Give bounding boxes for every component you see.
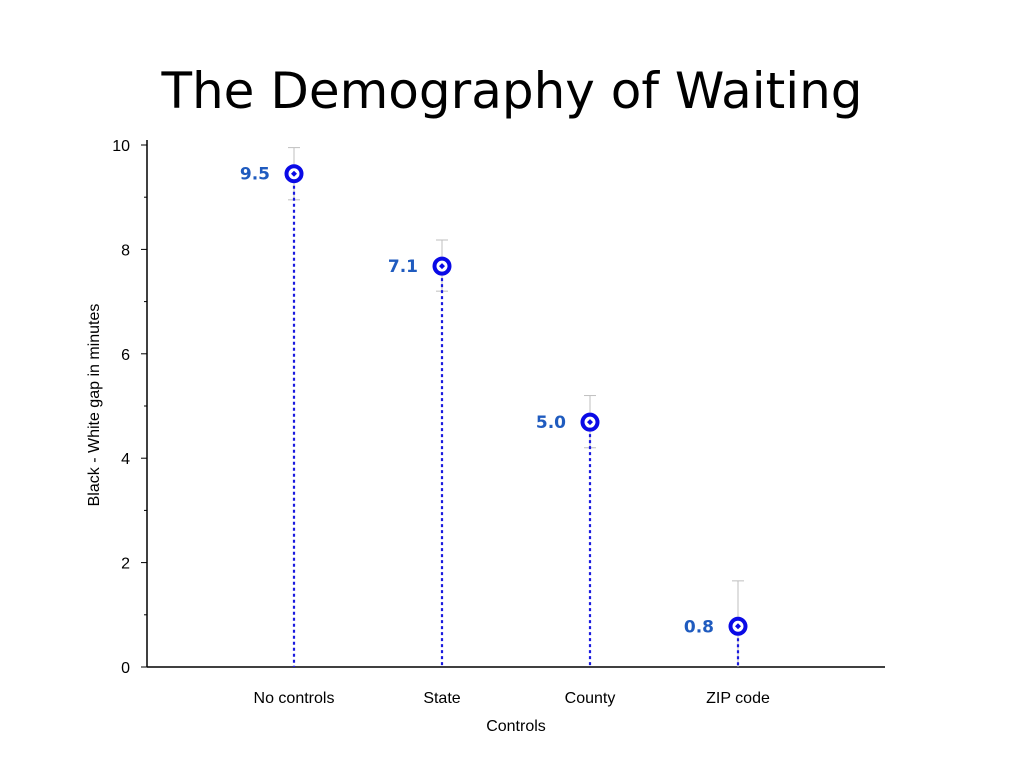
y-tick-label: 10 [112, 138, 130, 155]
x-tick-label: State [423, 690, 460, 707]
x-axis-title: Controls [486, 718, 546, 735]
x-tick-label: ZIP code [706, 690, 770, 707]
y-axis-ticks: 0 2 4 6 8 10 [112, 138, 147, 677]
y-tick-label: 8 [121, 242, 130, 259]
data-point-center [587, 419, 593, 426]
chart-marks: 9.5 No controls 7.1 State 5.0 County 0.8 ZIP co… [240, 147, 770, 707]
x-tick-label: No controls [254, 690, 335, 707]
data-label: 0.8 [684, 617, 714, 637]
y-tick-label: 6 [121, 347, 130, 364]
data-point-center [439, 263, 445, 270]
slide-title: The Demography of Waiting [161, 62, 863, 120]
y-tick-label: 0 [121, 660, 130, 677]
data-label: 5.0 [536, 413, 566, 433]
y-axis-title: Black - White gap in minutes [86, 304, 103, 507]
data-label: 7.1 [388, 257, 418, 277]
y-tick-label: 2 [121, 556, 130, 573]
chart-axes [146, 140, 885, 668]
data-point-center [291, 170, 297, 177]
x-tick-label: County [565, 690, 616, 707]
y-tick-label: 4 [121, 451, 130, 468]
data-label: 9.5 [240, 165, 270, 185]
data-point-center [735, 623, 741, 630]
